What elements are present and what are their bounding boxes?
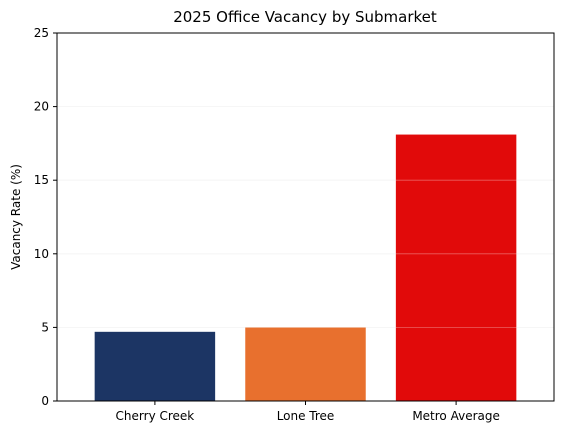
x-tick-label: Lone Tree [277,409,335,423]
y-tick-label: 5 [41,320,49,334]
y-tick-label: 25 [34,26,49,40]
bar-lone-tree [245,327,366,401]
chart-title: 2025 Office Vacancy by Submarket [173,8,437,26]
bars [57,106,554,401]
y-axis-label: Vacancy Rate (%) [9,164,23,270]
y-tick-label: 0 [41,394,49,408]
bar-cherry-creek [94,331,216,401]
x-axis: Cherry Creek Lone Tree Metro Average [116,401,500,423]
bar-metro-average [395,134,517,401]
y-tick-label: 20 [34,100,49,114]
x-tick-label: Cherry Creek [116,409,195,423]
x-tick-label: Metro Average [412,409,500,423]
y-tick-label: 15 [34,173,49,187]
y-axis: 0 5 10 15 20 25 [34,26,57,408]
y-tick-label: 10 [34,247,49,261]
